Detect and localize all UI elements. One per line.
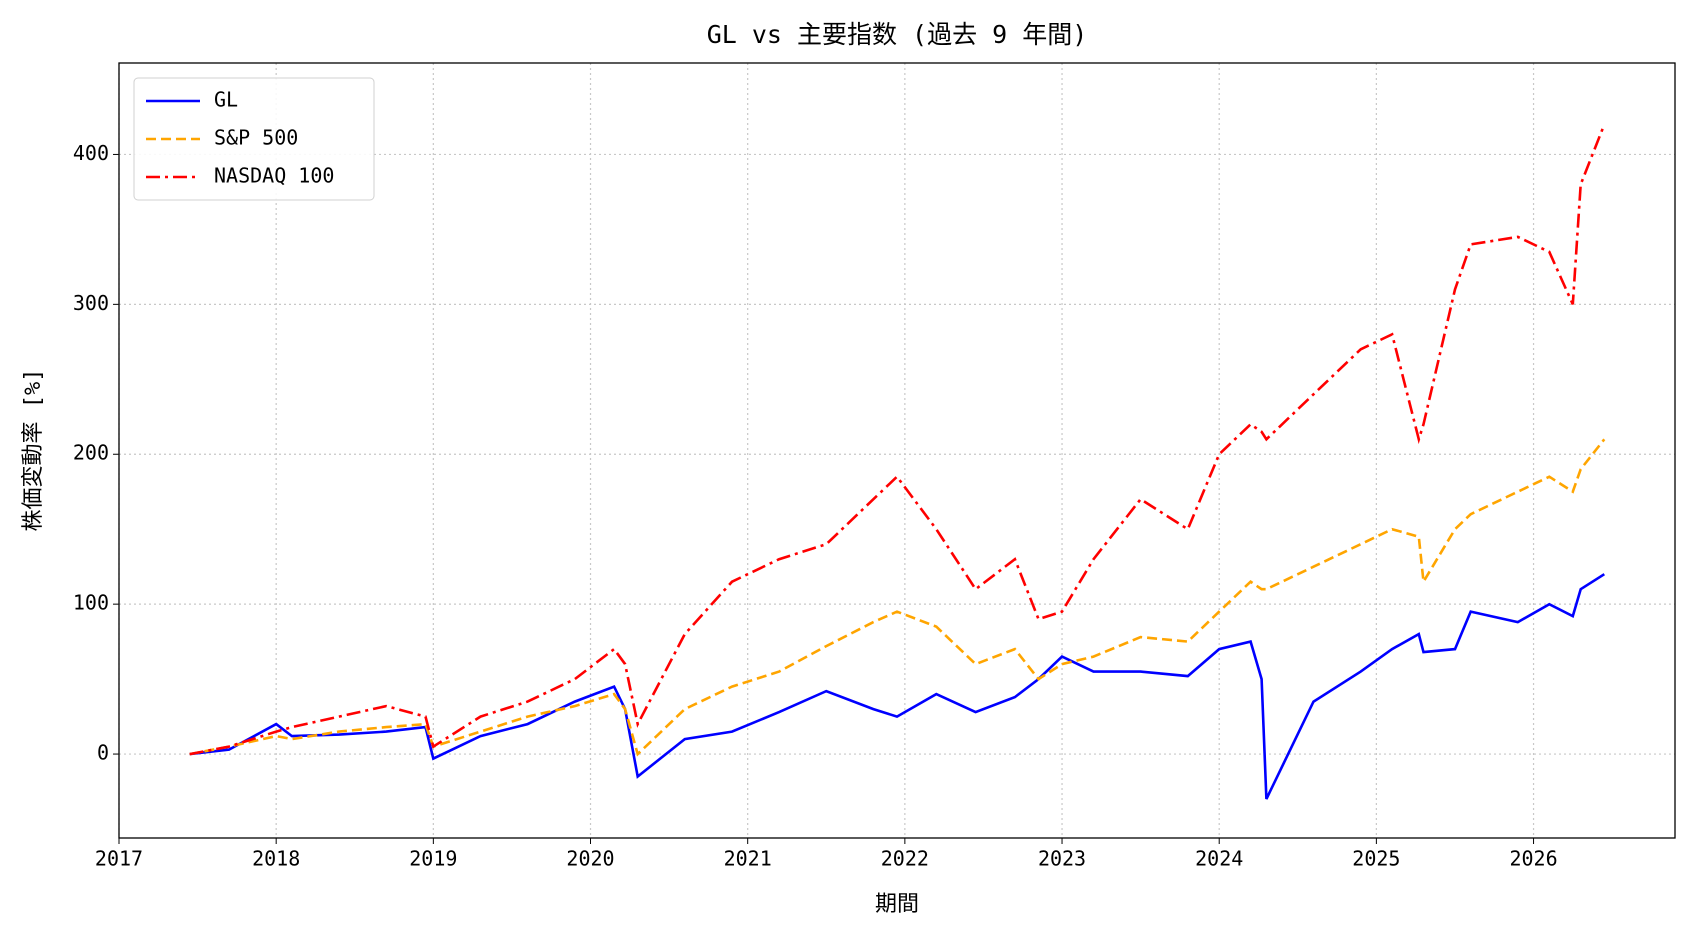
line-series (189, 573, 1605, 800)
legend-label: GL (214, 88, 238, 112)
plot-frame (118, 62, 1676, 839)
x-tick-label: 2024 (1195, 847, 1243, 871)
legend-box (133, 77, 375, 201)
x-tick-label: 2023 (1038, 847, 1086, 871)
x-tick-label: 2026 (1509, 847, 1557, 871)
y-tick-label: 0 (97, 741, 109, 765)
line-series (189, 124, 1606, 756)
y-tick-label: 300 (73, 291, 109, 315)
x-tick-label: 2017 (95, 847, 143, 871)
x-axis-label: 期間 (875, 892, 919, 917)
legend-label: NASDAQ 100 (214, 164, 334, 188)
x-tick-label: 2022 (881, 847, 929, 871)
y-tick-label: 100 (73, 591, 109, 615)
y-tick-label: 400 (73, 141, 109, 165)
x-tick-label: 2020 (566, 847, 614, 871)
y-axis-label: 株価変動率 [%] (21, 369, 46, 532)
chart-title: GL vs 主要指数 (過去 9 年間) (707, 20, 1088, 49)
line-series (189, 438, 1606, 757)
legend-label: S&P 500 (214, 126, 298, 150)
x-tick-label: 2021 (724, 847, 772, 871)
x-tick-label: 2019 (409, 847, 457, 871)
x-tick-label: 2018 (252, 847, 300, 871)
x-tick-label: 2025 (1352, 847, 1400, 871)
y-tick-label: 200 (73, 441, 109, 465)
